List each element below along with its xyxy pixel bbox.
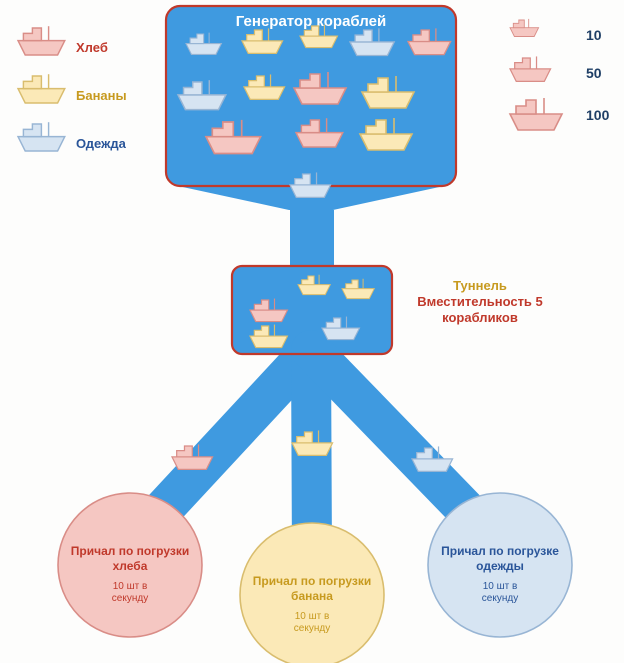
diagram-root: Генератор кораблейТуннельВместительность… [0,0,624,663]
legend-label-banana: Бананы [76,88,127,103]
size-label-100: 100 [586,107,610,123]
pier-bread-sub2: секунду [112,593,148,604]
pier-banana-sub2: секунду [294,623,330,634]
legend-label-cloth: Одежда [76,136,127,151]
pier-banana-title2: банана [291,589,333,603]
pier-banana: Причал по погрузкибанана 10 шт всекунду [240,523,384,663]
pier-cloth: Причал по погрузкеодежды 10 шт всекунду [428,493,572,637]
pipe-top [290,210,334,272]
pier-banana-sub1: 10 шт в [295,611,330,622]
tunnel-label-2: Вместительность 5 [417,294,543,309]
legend-label-bread: Хлеб [76,40,108,55]
pier-cloth-sub2: секунду [482,593,518,604]
size-label-50: 50 [586,65,602,81]
tunnel-label-1: Туннель [453,278,507,293]
pier-bread-sub1: 10 шт в [113,581,148,592]
size-label-10: 10 [586,27,602,43]
pier-cloth-title2: одежды [476,559,524,573]
tunnel-label-3: корабликов [442,310,518,325]
pier-banana-title1: Причал по погрузки [253,574,371,588]
pier-bread: Причал по погрузкихлеба 10 шт всекунду [58,493,202,637]
pier-cloth-sub1: 10 шт в [483,581,518,592]
pier-cloth-title1: Причал по погрузке [441,544,559,558]
pier-bread-title1: Причал по погрузки [71,544,189,558]
pier-bread-title2: хлеба [113,559,148,573]
